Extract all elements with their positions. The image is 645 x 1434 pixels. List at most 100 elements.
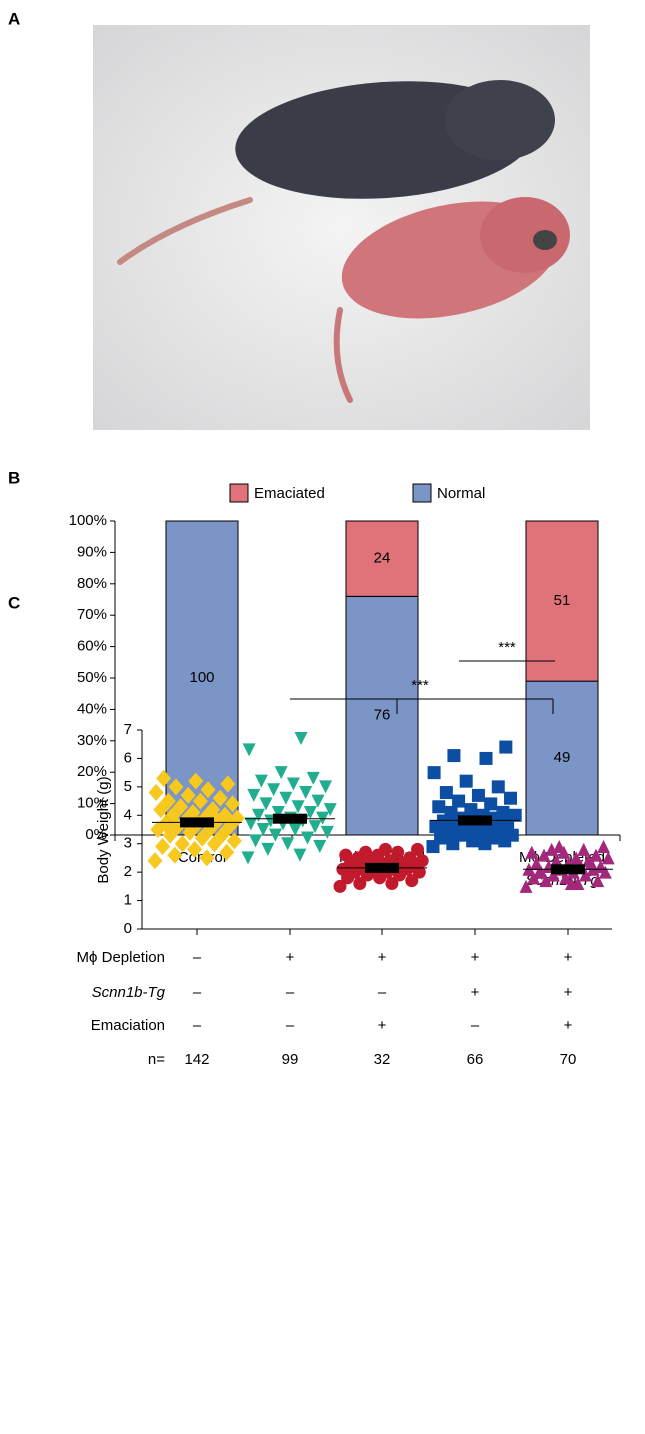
legend-swatch: [413, 484, 431, 502]
data-point: [379, 843, 392, 856]
data-point: [292, 800, 305, 813]
y-tick-label: 1: [124, 892, 132, 909]
data-point: [287, 778, 300, 791]
data-point: [243, 743, 256, 756]
data-point: [496, 806, 509, 819]
panel-label: B: [8, 468, 20, 487]
table-cell: –: [193, 949, 202, 966]
row-label: n=: [148, 1051, 165, 1068]
data-point: [249, 834, 262, 847]
data-point: [244, 817, 257, 830]
table-cell: +: [286, 949, 295, 966]
data-point: [504, 792, 517, 805]
mean-bar: [458, 815, 492, 825]
data-point: [257, 823, 270, 836]
data-point: [293, 849, 306, 862]
row-label: Emaciation: [91, 1017, 165, 1034]
value-label: 76: [374, 707, 391, 724]
data-point: [447, 749, 460, 762]
y-tick-label: 80%: [77, 575, 107, 592]
y-tick-label: 30%: [77, 732, 107, 749]
row-label: Scnn1b-Tg: [92, 984, 166, 1001]
data-point: [597, 840, 610, 853]
data-point: [309, 820, 322, 833]
data-point: [492, 780, 505, 793]
table-cell: +: [378, 1017, 387, 1034]
y-tick-label: 2: [124, 863, 132, 880]
data-point: [484, 797, 497, 810]
data-point: [307, 772, 320, 785]
data-point: [347, 860, 360, 873]
y-tick-label: 60%: [77, 638, 107, 655]
data-point: [148, 852, 163, 869]
mean-bar: [180, 817, 214, 827]
table-cell: +: [564, 949, 573, 966]
table-cell: +: [564, 984, 573, 1001]
data-point: [295, 732, 308, 745]
data-point: [472, 789, 485, 802]
table-cell: +: [378, 949, 387, 966]
table-cell: 70: [560, 1051, 577, 1068]
data-point: [440, 786, 453, 799]
mean-bar: [365, 863, 399, 873]
table-cell: 142: [184, 1051, 209, 1068]
y-tick-label: 0: [124, 920, 132, 937]
table-cell: –: [286, 984, 295, 1001]
data-point: [299, 786, 312, 799]
significance: ***: [411, 677, 429, 694]
table-cell: +: [564, 1017, 573, 1034]
data-point: [301, 832, 314, 845]
table-cell: +: [471, 984, 480, 1001]
data-point: [506, 829, 519, 842]
table-cell: –: [193, 984, 202, 1001]
data-point: [460, 775, 473, 788]
legend-label: Emaciated: [254, 485, 325, 502]
table-cell: –: [378, 984, 387, 1001]
data-point: [319, 780, 332, 793]
data-point: [255, 775, 268, 788]
y-tick-label: 100%: [69, 512, 107, 529]
value-label: 100: [189, 669, 214, 686]
data-point: [464, 803, 477, 816]
y-tick-label: 7: [124, 721, 132, 738]
data-point: [321, 826, 334, 839]
table-cell: 32: [374, 1051, 391, 1068]
table-cell: –: [193, 1017, 202, 1034]
data-point: [445, 806, 458, 819]
data-point: [416, 854, 429, 867]
photo: [93, 25, 590, 430]
panel-label: A: [8, 9, 20, 28]
data-point: [279, 792, 292, 805]
data-point: [242, 851, 255, 864]
legend-label: Normal: [437, 485, 485, 502]
figure: A B0%10%20%30%40%50%60%70%80%90%100%Cont…: [0, 0, 645, 1434]
y-tick-label: 40%: [77, 700, 107, 717]
table-cell: 66: [467, 1051, 484, 1068]
data-point: [261, 843, 274, 856]
data-point: [260, 797, 273, 810]
y-tick-label: 3: [124, 835, 132, 852]
data-point: [411, 843, 424, 856]
y-tick-label: 50%: [77, 669, 107, 686]
data-point: [428, 766, 441, 779]
significance: ***: [498, 639, 516, 656]
y-axis-label: Body Weight (g): [95, 776, 112, 883]
data-point: [275, 766, 288, 779]
data-point: [149, 784, 164, 801]
data-point: [509, 809, 522, 822]
y-tick-label: 6: [124, 749, 132, 766]
data-point: [311, 795, 324, 808]
data-point: [267, 783, 280, 796]
legend-swatch: [230, 484, 248, 502]
data-point: [391, 846, 404, 859]
value-label: 51: [554, 592, 571, 609]
table-cell: –: [471, 1017, 480, 1034]
y-tick-label: 90%: [77, 543, 107, 560]
value-label: 24: [374, 550, 391, 567]
data-point: [480, 752, 493, 765]
table-cell: –: [286, 1017, 295, 1034]
mean-bar: [273, 814, 307, 824]
row-label: Mϕ Depletion: [77, 949, 165, 966]
data-point: [499, 741, 512, 754]
data-point: [432, 800, 445, 813]
